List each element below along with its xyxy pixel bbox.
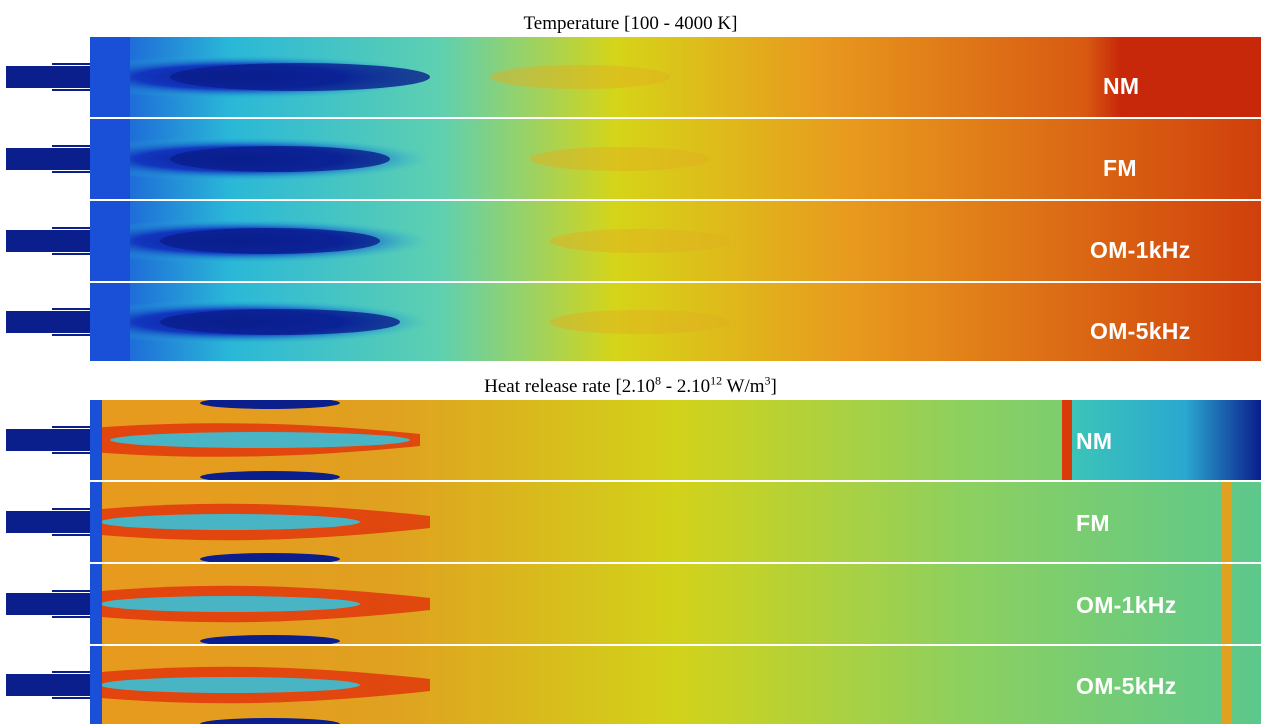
hrr-field-om1 xyxy=(6,564,1261,644)
hrr-row-label-om-5khz: OM-5kHz xyxy=(1076,673,1177,699)
hrr-title-mid: - 2.10 xyxy=(661,376,711,397)
temperature-row-fm: FM xyxy=(0,119,1261,199)
temperature-row-nm: NM xyxy=(0,37,1261,117)
hrr-title-unit: W/m xyxy=(722,376,765,397)
hrr-title-end: ] xyxy=(770,376,777,397)
temperature-panel-title: Temperature [100 - 4000 K] xyxy=(523,13,738,34)
hrr-field-fm xyxy=(6,482,1261,562)
heat-release-panel-title: Heat release rate [2.108 - 2.1012 W/m3] xyxy=(0,373,1261,398)
temperature-field-om5 xyxy=(6,283,1261,361)
hrr-field-om5 xyxy=(6,646,1261,724)
hrr-title-main: Heat release rate [2.10 xyxy=(484,376,656,397)
hrr-row-fm: FM xyxy=(0,482,1261,562)
hrr-row-om5: OM-5kHz xyxy=(0,646,1261,724)
heat-release-panel: NM FM OM-1kHz xyxy=(0,400,1261,724)
temperature-row-om5: OM-5kHz xyxy=(0,283,1261,361)
row-label-om-5khz: OM-5kHz xyxy=(1090,318,1191,344)
temperature-row-om1: OM-1kHz xyxy=(0,201,1261,281)
hrr-row-label-fm: FM xyxy=(1076,510,1110,536)
hrr-title-exp1: 8 xyxy=(655,373,662,388)
temperature-field-om1 xyxy=(6,201,1261,281)
hrr-row-om1: OM-1kHz xyxy=(0,564,1261,644)
hrr-row-label-om-1khz: OM-1kHz xyxy=(1076,592,1177,618)
row-label-om-1khz: OM-1kHz xyxy=(1090,237,1191,263)
row-label-nm: NM xyxy=(1103,73,1140,99)
hrr-field-nm xyxy=(6,400,1261,480)
hrr-row-label-nm: NM xyxy=(1076,428,1113,454)
temperature-panel: NM FM xyxy=(0,37,1261,361)
temperature-field-nm xyxy=(6,37,1261,117)
hrr-title-exp3: 3 xyxy=(764,373,771,388)
temperature-field-fm xyxy=(6,119,1261,199)
hrr-row-nm: NM xyxy=(0,400,1261,480)
hrr-title-exp2: 12 xyxy=(710,373,723,388)
row-label-fm: FM xyxy=(1103,155,1137,181)
